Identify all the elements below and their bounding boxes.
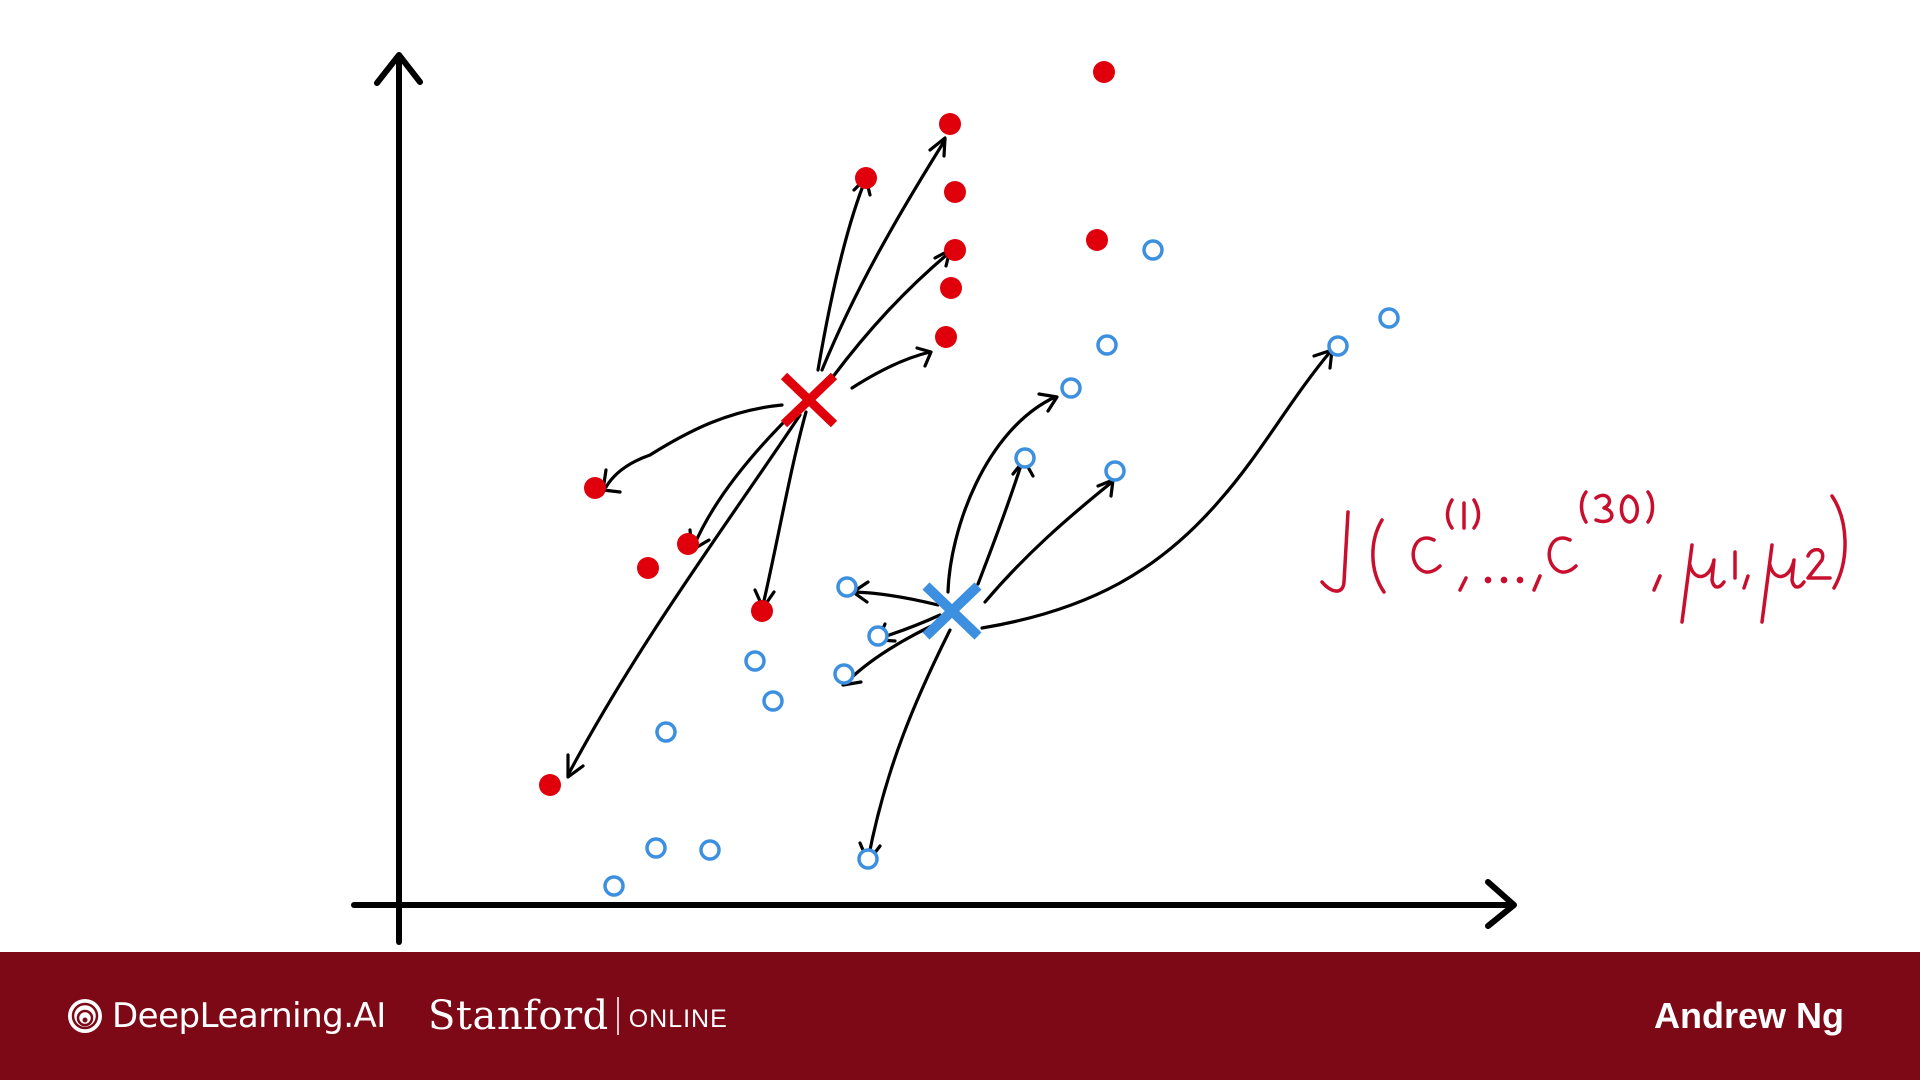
red-point <box>940 277 962 299</box>
red-point <box>944 239 966 261</box>
red-point <box>939 113 961 135</box>
blue-point <box>867 625 889 647</box>
x-axis-arrowhead <box>1485 879 1517 929</box>
y-axis-arrowhead <box>374 52 423 86</box>
red-point <box>935 326 957 348</box>
red-centroid-arrows <box>566 136 952 779</box>
blue-points <box>603 239 1400 897</box>
blue-point <box>1142 239 1164 261</box>
deeplearning-ai-wordmark: DeepLearning.AI <box>112 996 386 1036</box>
red-point <box>637 557 659 579</box>
kmeans-diagram <box>351 52 1847 945</box>
blue-point <box>1096 334 1118 356</box>
online-wordmark: ONLINE <box>628 1004 728 1033</box>
deeplearning-ai-icon <box>68 999 102 1033</box>
author-name: Andrew Ng <box>1653 995 1844 1036</box>
blue-point <box>699 839 721 861</box>
logo-divider <box>616 997 619 1035</box>
red-point <box>855 167 877 189</box>
blue-centroid-arrows <box>841 348 1334 864</box>
red-centroid-marker <box>780 372 838 428</box>
cost-function-handwriting <box>1320 490 1847 624</box>
blue-point <box>645 837 667 859</box>
red-point <box>539 774 561 796</box>
stanford-wordmark: Stanford <box>428 993 609 1039</box>
blue-point <box>1014 447 1036 469</box>
blue-point <box>1327 335 1349 357</box>
red-point <box>944 181 966 203</box>
blue-point <box>1378 307 1400 329</box>
red-point <box>1086 229 1108 251</box>
deeplearning-ai-logo: DeepLearning.AI <box>66 952 386 1080</box>
blue-centroid-marker <box>922 582 982 640</box>
red-points <box>539 61 1115 796</box>
blue-point <box>1060 377 1082 399</box>
footer-banner: DeepLearning.AI Stanford ONLINE Andrew N… <box>0 952 1920 1080</box>
red-point <box>751 600 773 622</box>
blue-point <box>603 875 625 897</box>
blue-point <box>655 721 677 743</box>
blue-point <box>857 848 879 870</box>
red-point <box>677 533 699 555</box>
red-point <box>584 477 606 499</box>
stanford-online-logo: Stanford ONLINE <box>428 952 728 1080</box>
blue-point <box>1104 460 1126 482</box>
blue-point <box>744 650 766 672</box>
blue-point <box>836 576 858 598</box>
axes <box>351 52 1517 945</box>
blue-point <box>762 690 784 712</box>
red-point <box>1093 61 1115 83</box>
blue-point <box>833 663 855 685</box>
